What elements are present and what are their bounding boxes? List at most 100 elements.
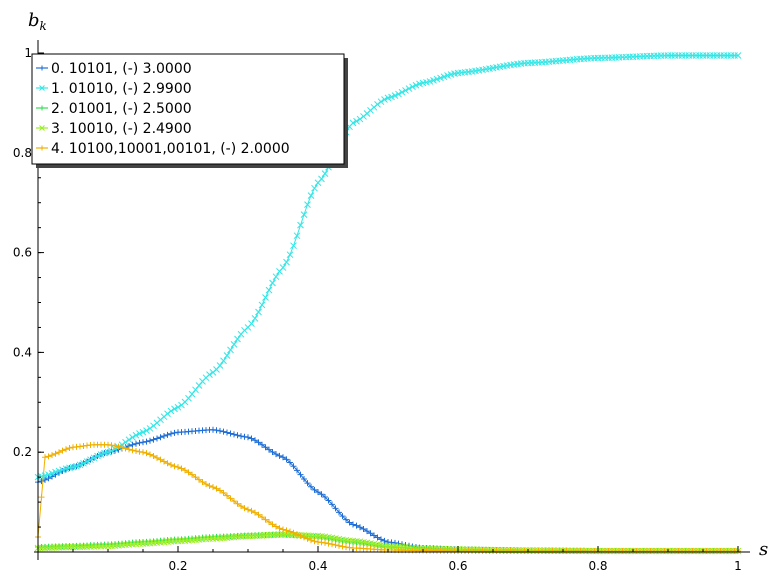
data-point xyxy=(217,487,223,494)
data-point xyxy=(115,443,122,450)
chart-ticks: 0.2 0.4 0.6 0.8 1 0.2 0.4 0.6 0.8 1 xyxy=(13,46,742,573)
data-point xyxy=(241,505,248,512)
data-point xyxy=(129,434,136,441)
data-point xyxy=(66,445,73,452)
data-point xyxy=(129,447,136,454)
data-point xyxy=(367,530,374,537)
legend-item-0: 0. 10101, (-) 3.0000 xyxy=(36,61,192,77)
y-tick-label: 0.6 xyxy=(13,246,32,260)
data-point xyxy=(304,480,311,487)
data-point xyxy=(315,489,321,496)
data-point xyxy=(154,435,160,442)
data-point xyxy=(269,521,276,528)
data-point xyxy=(437,74,444,82)
legend-label: 0. 10101, (-) 3.0000 xyxy=(51,61,192,77)
data-point xyxy=(252,437,258,444)
data-point xyxy=(402,87,409,94)
data-point xyxy=(325,540,332,547)
data-point xyxy=(273,451,279,458)
data-point xyxy=(227,346,234,354)
data-point xyxy=(42,454,48,461)
data-point xyxy=(412,81,420,89)
data-point xyxy=(210,484,216,491)
data-point xyxy=(167,407,175,415)
data-point xyxy=(280,454,286,461)
data-point xyxy=(108,447,115,455)
data-point xyxy=(301,534,307,541)
data-point xyxy=(290,242,297,250)
legend-swatch-marker xyxy=(39,65,45,71)
data-point xyxy=(213,485,220,492)
data-point xyxy=(251,314,259,322)
data-point xyxy=(311,486,318,493)
legend-swatch-marker xyxy=(39,145,45,151)
data-point xyxy=(276,525,283,532)
y-tick-label: 0.4 xyxy=(13,345,32,359)
data-point xyxy=(318,491,325,498)
data-point xyxy=(213,427,220,434)
data-point xyxy=(269,279,276,287)
data-point xyxy=(168,461,174,468)
data-point xyxy=(175,464,181,471)
data-point xyxy=(301,475,307,482)
data-point xyxy=(185,469,192,476)
data-point xyxy=(356,115,364,123)
data-point xyxy=(122,445,129,452)
data-point xyxy=(119,444,125,451)
data-point xyxy=(87,456,94,464)
data-point xyxy=(45,453,52,460)
data-point xyxy=(329,541,335,548)
data-point xyxy=(255,308,262,316)
y-tick-label: 0.2 xyxy=(13,445,32,459)
data-point xyxy=(90,454,98,462)
data-point xyxy=(196,476,202,483)
legend-label: 3. 10010, (-) 2.4900 xyxy=(51,121,192,137)
series-line xyxy=(37,429,738,552)
data-point xyxy=(203,481,209,488)
data-point xyxy=(231,431,237,438)
data-point xyxy=(374,100,381,108)
legend-label: 2. 01001, (-) 2.5000 xyxy=(51,101,192,117)
data-point xyxy=(322,539,328,546)
data-point xyxy=(150,436,157,443)
data-point xyxy=(318,539,325,546)
data-point xyxy=(297,471,304,478)
data-point xyxy=(262,294,269,301)
data-point xyxy=(238,433,244,440)
data-point xyxy=(83,458,91,465)
data-point xyxy=(104,448,112,456)
data-point xyxy=(377,98,385,106)
data-point xyxy=(139,428,147,436)
x-axis-title: s xyxy=(759,539,768,560)
data-point xyxy=(286,251,294,259)
data-point xyxy=(136,430,143,437)
data-point xyxy=(276,452,283,459)
data-point xyxy=(150,453,157,460)
data-point xyxy=(293,232,301,240)
data-point xyxy=(300,211,308,218)
data-point xyxy=(206,371,213,378)
data-point xyxy=(231,498,237,505)
data-point xyxy=(304,535,311,542)
data-point xyxy=(129,441,136,448)
data-point xyxy=(395,90,402,98)
data-point xyxy=(97,451,105,458)
data-point xyxy=(143,427,150,434)
data-point xyxy=(94,452,101,460)
data-point xyxy=(227,495,234,502)
data-point xyxy=(360,526,367,533)
data-point xyxy=(381,96,388,103)
data-point xyxy=(171,429,178,436)
data-point xyxy=(223,352,231,359)
data-point xyxy=(266,446,272,453)
data-point xyxy=(364,528,370,535)
data-point xyxy=(220,357,227,365)
data-point xyxy=(126,446,132,453)
data-point xyxy=(217,427,223,434)
data-point xyxy=(297,221,304,229)
data-point xyxy=(259,514,265,521)
data-point xyxy=(234,432,241,439)
series-4 xyxy=(35,441,741,555)
data-point xyxy=(339,543,346,550)
